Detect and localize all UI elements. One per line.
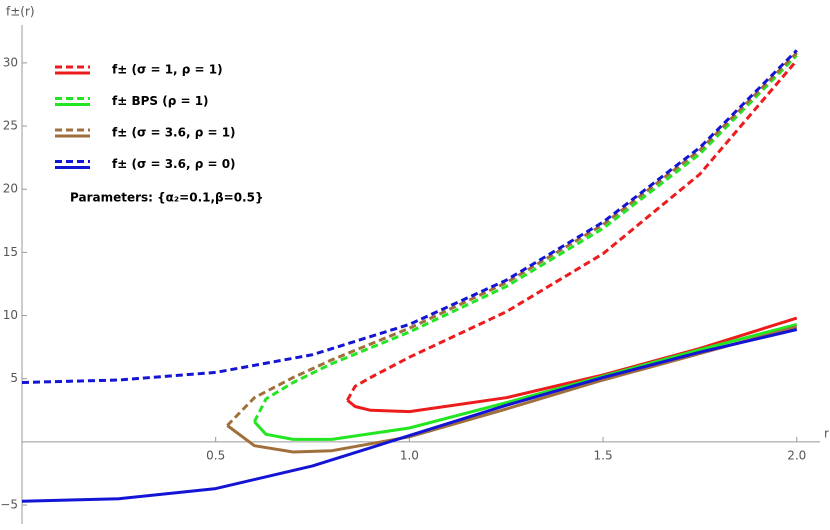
y-tick-label: 5 [10,371,18,385]
y-tick-label: 15 [3,245,18,259]
y-tick-label: −5 [0,498,18,512]
legend-label: f± (σ = 3.6, ρ = 1) [112,126,236,140]
parameters-annotation: Parameters: {α₂=0.1,β=0.5} [70,191,264,205]
x-tick-label: 1.5 [594,448,613,462]
y-axis-label: f±(r) [6,5,35,19]
curve-solid [346,316,798,414]
y-tick-label: 20 [3,182,18,196]
curve-dashed [253,54,798,423]
curve-solid [253,322,798,441]
legend-label: f± BPS (ρ = 1) [112,94,209,108]
curve-dashed [346,59,798,401]
curve-dashed [21,49,798,384]
x-tick-label: 2.0 [787,448,806,462]
legend-label: f± (σ = 1, ρ = 1) [112,63,223,77]
y-tick-label: 30 [3,55,18,69]
x-tick-label: 0.5 [206,448,225,462]
x-tick-label: 1.0 [400,448,419,462]
curve-dashed [226,51,798,427]
curve-solid [21,328,798,503]
y-tick-label: 25 [3,119,18,133]
legend-label: f± (σ = 3.6, ρ = 0) [112,157,236,171]
x-axis-label: r [824,426,829,440]
y-tick-label: 10 [3,308,18,322]
